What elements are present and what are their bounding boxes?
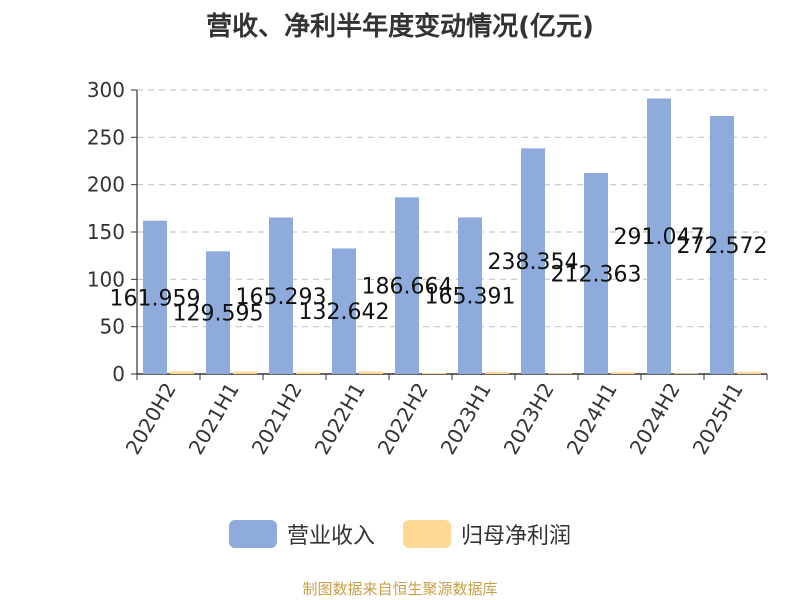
x-label-2024H1: 2024H1 xyxy=(562,379,622,459)
bar-revenue-2025H1 xyxy=(710,115,734,374)
data-label-2021H1: 129.595 xyxy=(173,302,264,327)
bar-net-profit-2021H2 xyxy=(296,372,320,374)
bar-net-profit-2024H2 xyxy=(674,373,698,374)
y-tick-label-150: 150 xyxy=(87,220,125,244)
bar-revenue-2024H1 xyxy=(584,172,608,374)
data-label-2022H2: 186.664 xyxy=(362,275,453,300)
y-tick-label-100: 100 xyxy=(87,267,125,291)
source-note: 制图数据来自恒生聚源数据库 xyxy=(302,580,498,598)
bar-net-profit-2020H2 xyxy=(170,371,194,374)
x-label-2021H1: 2021H1 xyxy=(184,379,244,459)
data-label-2024H1: 212.363 xyxy=(551,262,642,287)
bar-revenue-2020H2 xyxy=(143,220,167,374)
x-label-2024H2: 2024H2 xyxy=(625,379,685,459)
x-label-2025H1: 2025H1 xyxy=(688,379,748,459)
legend-label-revenue: 营业收入 xyxy=(286,524,375,549)
y-tick-label-50: 50 xyxy=(100,315,125,339)
bar-revenue-2023H1 xyxy=(458,217,482,374)
bar-revenue-2021H2 xyxy=(269,217,293,374)
bar-net-profit-2024H1 xyxy=(611,372,635,374)
x-label-2022H2: 2022H2 xyxy=(373,379,433,459)
x-label-2020H2: 2020H2 xyxy=(121,379,181,459)
legend: 营业收入 归母净利润 xyxy=(0,518,800,550)
y-tick-label-250: 250 xyxy=(87,125,125,149)
x-label-2023H2: 2023H2 xyxy=(499,379,559,459)
y-tick-label-200: 200 xyxy=(87,173,125,197)
bar-revenue-2023H2 xyxy=(521,148,545,374)
bar-revenue-2022H2 xyxy=(395,197,419,374)
bar-net-profit-2023H2 xyxy=(548,373,572,374)
bar-net-profit-2025H1 xyxy=(737,371,761,374)
legend-label-net-profit: 归母净利润 xyxy=(461,524,572,549)
data-label-2023H2: 238.354 xyxy=(488,250,579,275)
bar-net-profit-2022H2 xyxy=(422,373,446,374)
bar-revenue-2021H1 xyxy=(206,251,230,374)
bar-net-profit-2023H1 xyxy=(485,372,509,374)
data-label-2024H2: 291.047 xyxy=(614,225,705,250)
legend-item-revenue[interactable]: 营业收入 xyxy=(228,518,375,550)
bar-net-profit-2022H1 xyxy=(359,371,383,374)
legend-swatch-revenue xyxy=(228,520,277,548)
bar-revenue-2022H1 xyxy=(332,248,356,374)
data-label-2025H1: 272.572 xyxy=(677,234,768,259)
x-label-2023H1: 2023H1 xyxy=(436,379,496,459)
bar-revenue-2024H2 xyxy=(647,98,671,374)
chart-title: 营收、净利半年度变动情况(亿元) xyxy=(206,12,594,42)
data-label-2022H1: 132.642 xyxy=(299,300,390,325)
x-label-2021H2: 2021H2 xyxy=(247,379,307,459)
legend-swatch-net-profit xyxy=(403,520,451,548)
y-tick-label-0: 0 xyxy=(112,362,125,386)
x-label-2022H1: 2022H1 xyxy=(310,379,370,459)
legend-item-net-profit[interactable]: 归母净利润 xyxy=(403,518,571,550)
y-tick-label-300: 300 xyxy=(87,78,125,102)
data-label-2020H2: 161.959 xyxy=(110,286,201,311)
data-label-2023H1: 165.391 xyxy=(425,285,516,310)
data-label-2021H2: 165.293 xyxy=(236,285,327,310)
bar-net-profit-2021H1 xyxy=(233,371,257,374)
